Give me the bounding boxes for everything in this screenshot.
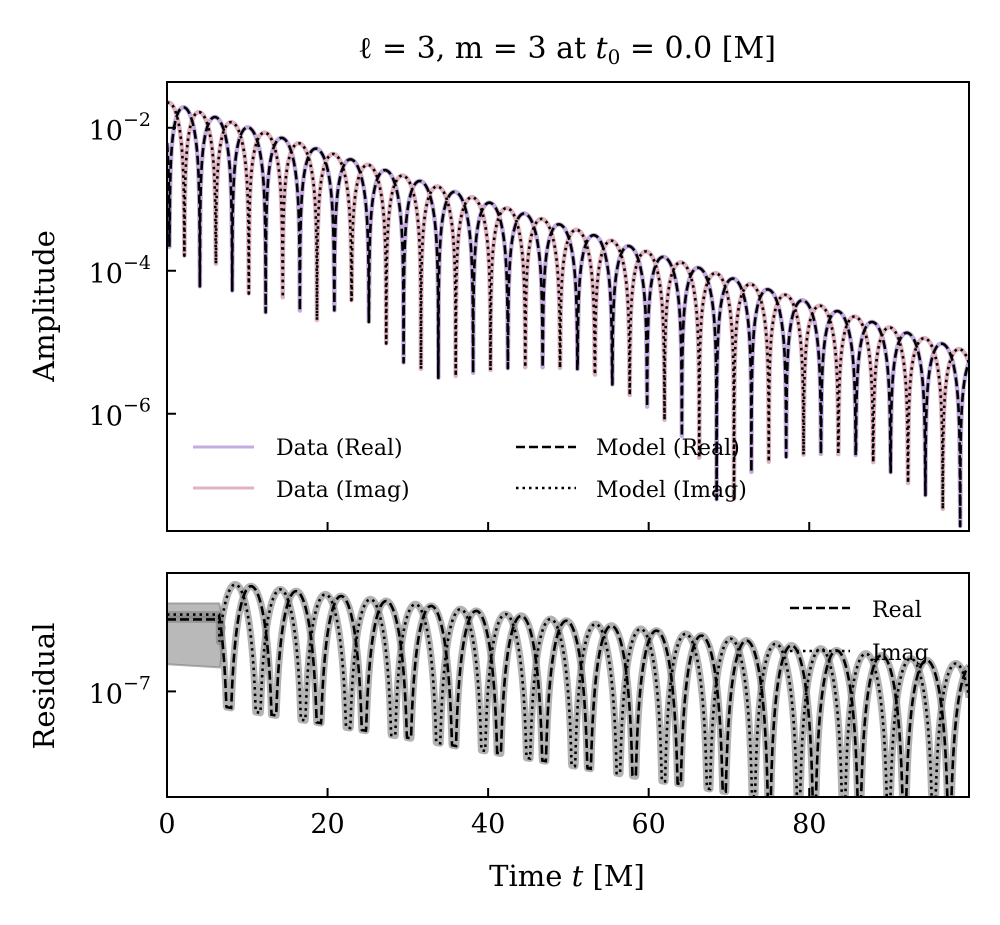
legend-label-data-imag: Data (Imag) bbox=[276, 478, 410, 503]
amplitude-legend: Data (Real) Data (Imag) Model (Real) Mod… bbox=[193, 436, 747, 503]
residual-x-ticks: 0 20 40 60 80 bbox=[158, 788, 826, 840]
amplitude-axes-frame bbox=[167, 82, 969, 531]
residual-ytick-label: 10−7 bbox=[89, 672, 151, 710]
residual-y-ticks: 10−7 bbox=[89, 672, 176, 710]
x-tick-label: 80 bbox=[792, 809, 826, 840]
amplitude-y-ticks: 10−2 10−4 10−6 bbox=[89, 109, 176, 433]
legend-label-data-real: Data (Real) bbox=[276, 436, 403, 461]
amplitude-ytick-label: 10−4 bbox=[89, 252, 151, 290]
legend-label-model-real: Model (Real) bbox=[596, 436, 740, 461]
x-tick-label: 60 bbox=[632, 809, 666, 840]
legend-label-residual-imag: Imag bbox=[872, 641, 929, 666]
x-tick-label: 40 bbox=[471, 809, 505, 840]
x-tick-label: 20 bbox=[310, 809, 344, 840]
amplitude-panel: 10−2 10−4 10−6 Amplitude Data (Real) Data … bbox=[27, 82, 969, 531]
residual-curves bbox=[167, 585, 969, 830]
amplitude-curves bbox=[167, 103, 969, 526]
chart-title: ℓ = 3, m = 3 at t0 = 0.0 [M] bbox=[358, 31, 776, 69]
x-tick-label: 0 bbox=[158, 809, 175, 840]
legend-label-model-imag: Model (Imag) bbox=[596, 478, 747, 503]
figure: ℓ = 3, m = 3 at t0 = 0.0 [M] 10−210−410−… bbox=[0, 0, 1000, 925]
legend-label-residual-real: Real bbox=[872, 598, 922, 623]
amplitude-y-label: Amplitude bbox=[27, 230, 61, 383]
amplitude-ytick-label: 10−2 bbox=[89, 109, 151, 147]
amplitude-x-ticks bbox=[167, 522, 809, 531]
x-axis-label: Time t [M] bbox=[489, 859, 645, 893]
residual-panel: 10−7 020406080 Residual Time t [M] Real … bbox=[27, 573, 969, 893]
residual-y-label: Residual bbox=[27, 623, 61, 750]
amplitude-ytick-label: 10−6 bbox=[89, 395, 151, 433]
